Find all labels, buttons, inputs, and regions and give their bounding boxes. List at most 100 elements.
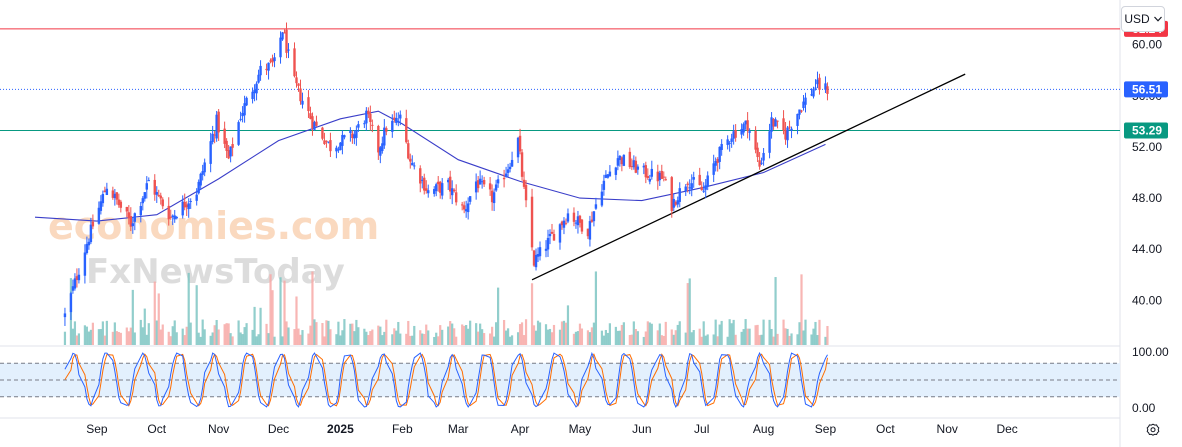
volume-bar xyxy=(678,321,681,345)
volume-bar xyxy=(391,334,394,345)
candle-body xyxy=(237,122,240,145)
candle-body xyxy=(518,135,522,152)
volume-bar xyxy=(630,334,633,345)
candle-body xyxy=(209,141,212,164)
volume-bar xyxy=(588,332,592,345)
candle-body xyxy=(558,224,562,243)
candle-body xyxy=(608,171,612,177)
volume-bar xyxy=(756,324,759,345)
volume-bar xyxy=(355,319,358,345)
candle-body xyxy=(748,131,751,133)
volume-bar xyxy=(169,336,172,345)
volume-bar xyxy=(259,307,262,345)
volume-bar xyxy=(201,319,204,345)
candle-body xyxy=(562,220,566,228)
currency-selector[interactable]: USD xyxy=(1121,6,1165,32)
volume-bar xyxy=(754,325,757,345)
candle-body xyxy=(405,118,408,143)
stochastic-k-line xyxy=(64,351,828,408)
candle-body xyxy=(253,89,256,94)
volume-bar xyxy=(477,331,480,345)
candle-body xyxy=(223,128,226,144)
volume-bar xyxy=(189,322,192,345)
candle-body xyxy=(87,241,91,246)
volume-bar xyxy=(734,334,737,345)
volume-bar xyxy=(421,333,424,345)
volume-bar xyxy=(139,319,142,345)
candle-body xyxy=(634,160,638,173)
volume-bar xyxy=(774,277,777,345)
volume-bar xyxy=(748,328,751,345)
volume-bar xyxy=(433,336,436,345)
candle-body xyxy=(776,120,779,122)
candle-body xyxy=(169,216,172,218)
volume-bar xyxy=(217,329,220,345)
candle-body xyxy=(257,74,260,83)
candle-body xyxy=(227,149,230,159)
candle-body xyxy=(73,278,77,289)
volume-bar xyxy=(818,319,821,345)
volume-bar xyxy=(407,320,410,345)
trendline xyxy=(531,73,966,281)
candle-body xyxy=(630,166,634,168)
candle-body xyxy=(279,37,282,58)
volume-bar xyxy=(642,336,645,345)
candle-body xyxy=(115,192,119,200)
volume-bar xyxy=(349,323,352,345)
volume-bar xyxy=(173,320,176,345)
candle-body xyxy=(255,83,258,94)
volume-bar xyxy=(105,320,108,345)
volume-bar xyxy=(437,336,440,345)
candle-body xyxy=(85,243,89,254)
volume-bar xyxy=(810,334,813,345)
volume-bar xyxy=(167,331,170,345)
candle-body xyxy=(225,140,228,151)
volume-bar xyxy=(788,335,791,345)
candle-body xyxy=(622,154,626,166)
candle-body xyxy=(125,206,129,212)
candle-body xyxy=(203,162,206,173)
volume-bar xyxy=(395,330,398,345)
price-tick-label: 40.00 xyxy=(1132,293,1162,307)
candle-body xyxy=(628,151,632,168)
candle-body xyxy=(504,173,508,178)
time-tick-label: Apr xyxy=(511,422,530,436)
volume-bar xyxy=(381,335,384,345)
volume-bar xyxy=(439,325,442,345)
candle-body xyxy=(706,175,709,187)
volume-bar xyxy=(399,333,402,345)
settings-button[interactable] xyxy=(1143,420,1163,440)
volume-bar xyxy=(550,332,554,345)
volume-bar xyxy=(211,332,214,345)
candle-body xyxy=(814,87,817,89)
volume-bar xyxy=(646,321,649,345)
candle-body xyxy=(546,237,550,250)
volume-bar xyxy=(692,330,695,345)
candle-body xyxy=(197,181,200,194)
candle-body xyxy=(357,124,360,128)
candle-body xyxy=(441,183,444,196)
volume-bar xyxy=(560,321,564,345)
volume-bar xyxy=(463,325,466,345)
candle-body xyxy=(534,255,538,268)
volume-bar xyxy=(447,326,450,345)
candle-body xyxy=(323,140,326,144)
volume-bar xyxy=(520,322,524,345)
volume-bar xyxy=(329,329,332,345)
candle-body xyxy=(606,174,610,178)
volume-bar xyxy=(339,335,342,345)
volume-bar xyxy=(532,325,536,345)
price-tick-label: 48.00 xyxy=(1132,191,1162,205)
volume-bar xyxy=(237,320,240,345)
volume-bar xyxy=(245,323,248,345)
volume-bar xyxy=(125,327,128,345)
candle-body xyxy=(299,88,302,102)
time-tick-label: Jul xyxy=(694,422,709,436)
candle-body xyxy=(97,207,101,224)
volume-bar xyxy=(369,331,372,345)
volume-bar xyxy=(371,329,374,345)
volume-bar xyxy=(241,334,244,345)
candle-body xyxy=(506,169,510,173)
time-tick-label: Sep xyxy=(86,422,108,436)
